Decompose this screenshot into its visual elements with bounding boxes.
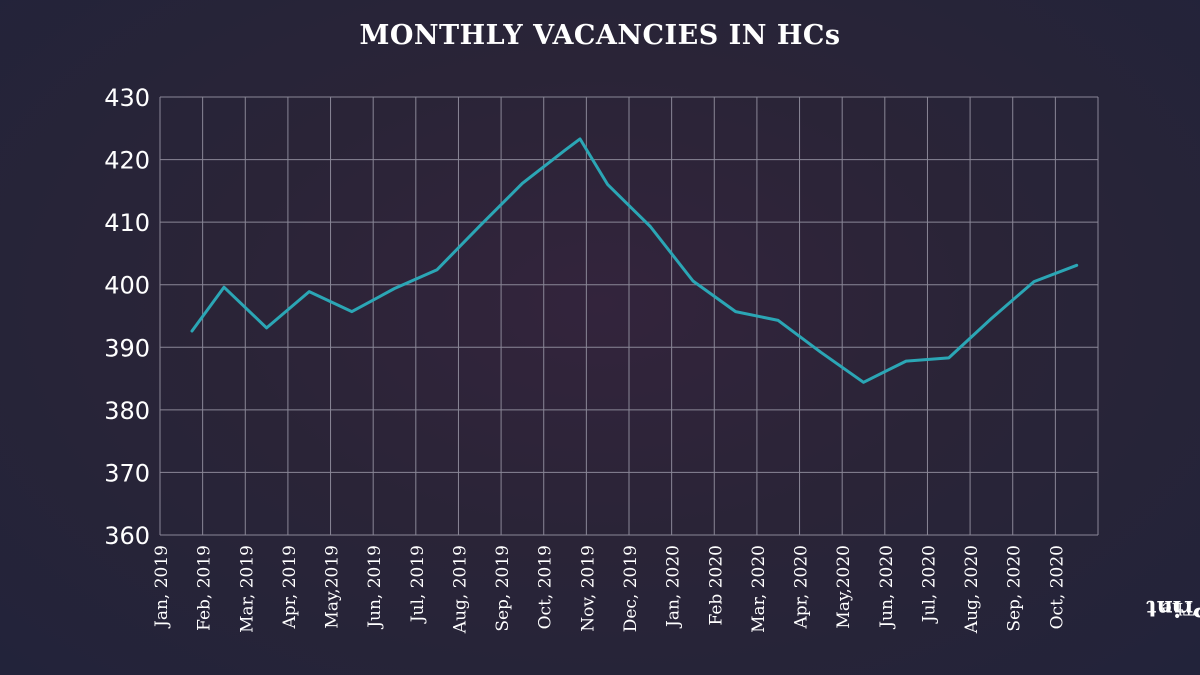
x-tick-label: Apr, 2020 bbox=[792, 545, 812, 630]
series-line bbox=[190, 137, 1079, 384]
x-tick-label: Jun, 2020 bbox=[877, 545, 897, 630]
x-tick-label: Jan, 2020 bbox=[664, 545, 684, 629]
x-axis: Jan, 2019 Feb, 2019 Mar, 2019 Apr, 2019 May,… bbox=[152, 545, 1067, 634]
y-tick-label: 370 bbox=[104, 459, 150, 487]
y-tick-label: 380 bbox=[104, 397, 150, 425]
x-tick-label: Mar, 2019 bbox=[237, 545, 257, 633]
x-tick-label: Feb 2020 bbox=[706, 545, 726, 625]
y-tick-label: 390 bbox=[104, 334, 150, 362]
logo-text-print: Print bbox=[1146, 595, 1200, 621]
x-tick-label: Oct, 2020 bbox=[1047, 545, 1067, 629]
x-tick-label: Jul, 2020 bbox=[919, 545, 939, 624]
x-tick-label: May,2019 bbox=[323, 545, 343, 629]
x-tick-label: Apr, 2019 bbox=[280, 545, 300, 630]
x-tick-label: May,2020 bbox=[834, 545, 854, 629]
y-tick-label: 400 bbox=[104, 272, 150, 300]
chart-series bbox=[190, 137, 1079, 384]
x-tick-label: Sep, 2020 bbox=[1005, 545, 1025, 632]
x-tick-label: Nov, 2019 bbox=[578, 545, 598, 632]
x-tick-label: Dec, 2019 bbox=[621, 545, 641, 632]
x-tick-label: Jun, 2019 bbox=[365, 545, 385, 630]
y-tick-label: 430 bbox=[104, 84, 150, 112]
x-tick-label: Mar, 2020 bbox=[749, 545, 769, 633]
x-tick-label: Oct, 2019 bbox=[536, 545, 556, 629]
theprint-logo: ThePrint bbox=[1146, 553, 1200, 663]
y-tick-label: 420 bbox=[104, 147, 150, 175]
x-tick-label: Aug, 2020 bbox=[962, 545, 982, 634]
chart-grid bbox=[159, 96, 1099, 536]
x-tick-label: Feb, 2019 bbox=[195, 545, 215, 631]
x-tick-label: Aug, 2019 bbox=[450, 545, 470, 634]
x-tick-label: Sep, 2019 bbox=[493, 545, 513, 632]
x-tick-label: Jan, 2019 bbox=[152, 545, 172, 629]
x-tick-label: Jul, 2019 bbox=[408, 545, 428, 624]
y-tick-label: 410 bbox=[104, 209, 150, 237]
chart-title: MONTHLY VACANCIES IN HCs bbox=[359, 20, 841, 51]
y-axis: 360 370 380 390 400 410 420 430 bbox=[104, 84, 150, 550]
y-tick-label: 360 bbox=[104, 522, 150, 550]
